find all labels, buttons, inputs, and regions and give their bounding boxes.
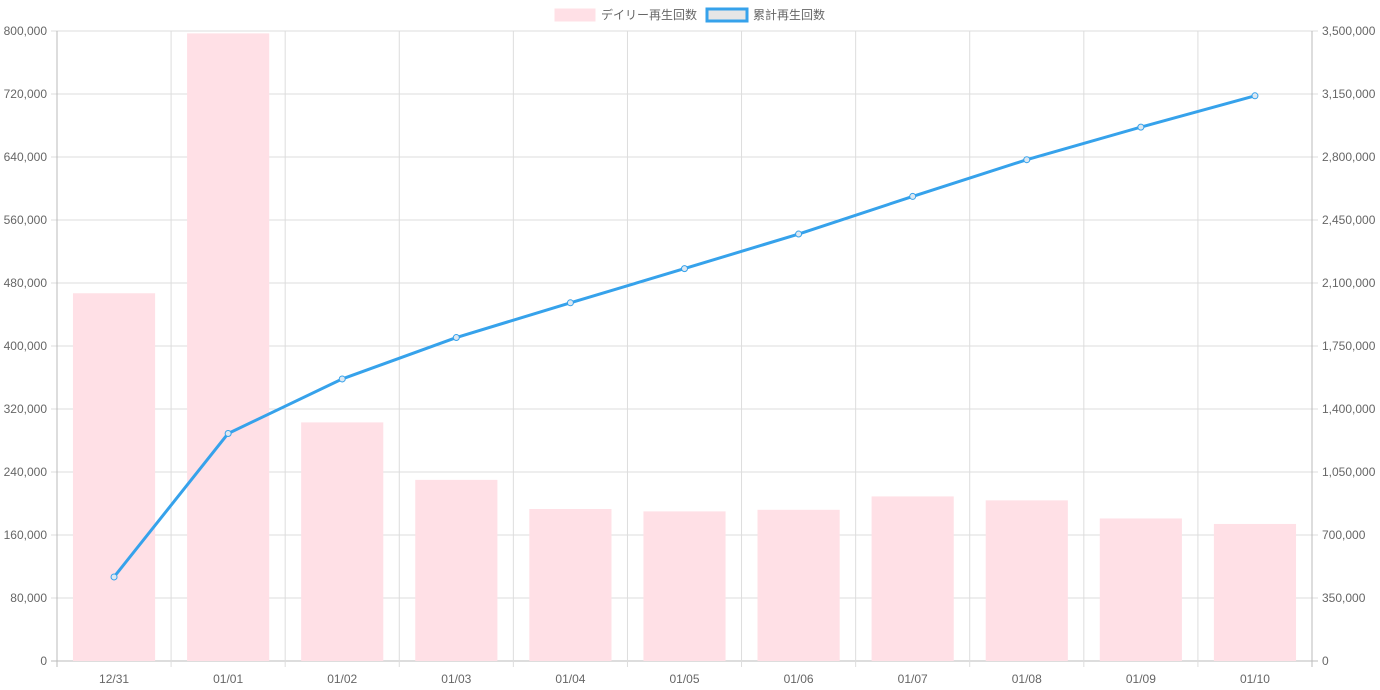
y-left-tick-label: 800,000	[4, 24, 48, 38]
y-right-tick-label: 1,050,000	[1322, 465, 1376, 479]
y-right-tick-label: 3,500,000	[1322, 24, 1376, 38]
y-right-tick-label: 0	[1322, 654, 1329, 668]
x-tick-label: 01/10	[1240, 672, 1270, 686]
bar-daily-01-07[interactable]	[871, 496, 954, 661]
legend-item-daily-plays[interactable]: デイリー再生回数	[554, 7, 697, 22]
bar-daily-01-02[interactable]	[301, 422, 384, 661]
legend-swatch	[705, 7, 749, 23]
point-cumulative-01-09[interactable]	[1137, 123, 1145, 131]
point-cumulative-01-07[interactable]	[909, 192, 917, 200]
y-left-tick-label: 240,000	[4, 465, 48, 479]
x-tick-label: 01/06	[784, 672, 814, 686]
bar-daily-01-03[interactable]	[415, 479, 498, 661]
y-right-tick-label: 2,100,000	[1322, 276, 1376, 290]
y-left-tick-label: 720,000	[4, 87, 48, 101]
point-cumulative-01-06[interactable]	[795, 230, 803, 238]
point-cumulative-01-01[interactable]	[224, 429, 232, 437]
legend-swatch	[554, 8, 596, 22]
y-left-tick-label: 640,000	[4, 150, 48, 164]
bar-daily-01-08[interactable]	[985, 500, 1068, 661]
bar-daily-01-04[interactable]	[529, 509, 612, 661]
y-right-tick-label: 2,450,000	[1322, 213, 1376, 227]
x-tick-label: 01/07	[898, 672, 928, 686]
y-left-tick-label: 480,000	[4, 276, 48, 290]
point-cumulative-12-31[interactable]	[110, 573, 118, 581]
x-tick-label: 01/04	[555, 672, 585, 686]
bar-daily-01-06[interactable]	[757, 509, 840, 661]
point-cumulative-01-10[interactable]	[1251, 92, 1259, 100]
y-left-tick-label: 80,000	[10, 591, 47, 605]
y-right-tick-label: 3,150,000	[1322, 87, 1376, 101]
x-tick-label: 01/03	[441, 672, 471, 686]
y-right-tick-label: 1,400,000	[1322, 402, 1376, 416]
point-cumulative-01-04[interactable]	[566, 299, 574, 307]
legend-label: 累計再生回数	[753, 7, 825, 22]
point-cumulative-01-05[interactable]	[681, 265, 688, 273]
legend-item-cumulative-plays[interactable]: 累計再生回数	[705, 7, 825, 23]
y-left-tick-label: 0	[40, 654, 47, 668]
point-cumulative-01-02[interactable]	[338, 375, 346, 383]
bar-daily-01-09[interactable]	[1099, 518, 1182, 661]
x-tick-label: 01/02	[327, 672, 357, 686]
y-left-tick-label: 160,000	[4, 528, 48, 542]
bar-daily-12-31[interactable]	[72, 293, 156, 661]
x-tick-label: 01/08	[1012, 672, 1042, 686]
y-right-tick-label: 700,000	[1322, 528, 1366, 542]
y-left-tick-label: 320,000	[4, 402, 48, 416]
line-layer	[110, 92, 1259, 581]
axes-layer: 0 80,000 160,000 240,000 320,000 400,000 480,0…	[4, 24, 1376, 686]
x-tick-label: 01/01	[213, 672, 243, 686]
bar-daily-01-05[interactable]	[643, 511, 726, 661]
y-left-tick-label: 400,000	[4, 339, 48, 353]
y-left-tick-label: 560,000	[4, 213, 48, 227]
x-tick-label: 01/05	[669, 672, 699, 686]
y-right-tick-label: 1,750,000	[1322, 339, 1376, 353]
x-tick-label: 12/31	[99, 672, 129, 686]
y-right-tick-label: 2,800,000	[1322, 150, 1376, 164]
point-cumulative-01-08[interactable]	[1023, 156, 1031, 164]
x-tick-label: 01/09	[1126, 672, 1156, 686]
point-cumulative-01-03[interactable]	[452, 334, 460, 342]
bar-daily-01-10[interactable]	[1213, 523, 1297, 661]
bar-daily-01-01[interactable]	[187, 33, 270, 662]
legend[interactable]: デイリー再生回数 累計再生回数	[554, 7, 825, 23]
y-right-tick-label: 350,000	[1322, 591, 1366, 605]
legend-label: デイリー再生回数	[601, 7, 697, 22]
bars-layer	[72, 33, 1297, 662]
